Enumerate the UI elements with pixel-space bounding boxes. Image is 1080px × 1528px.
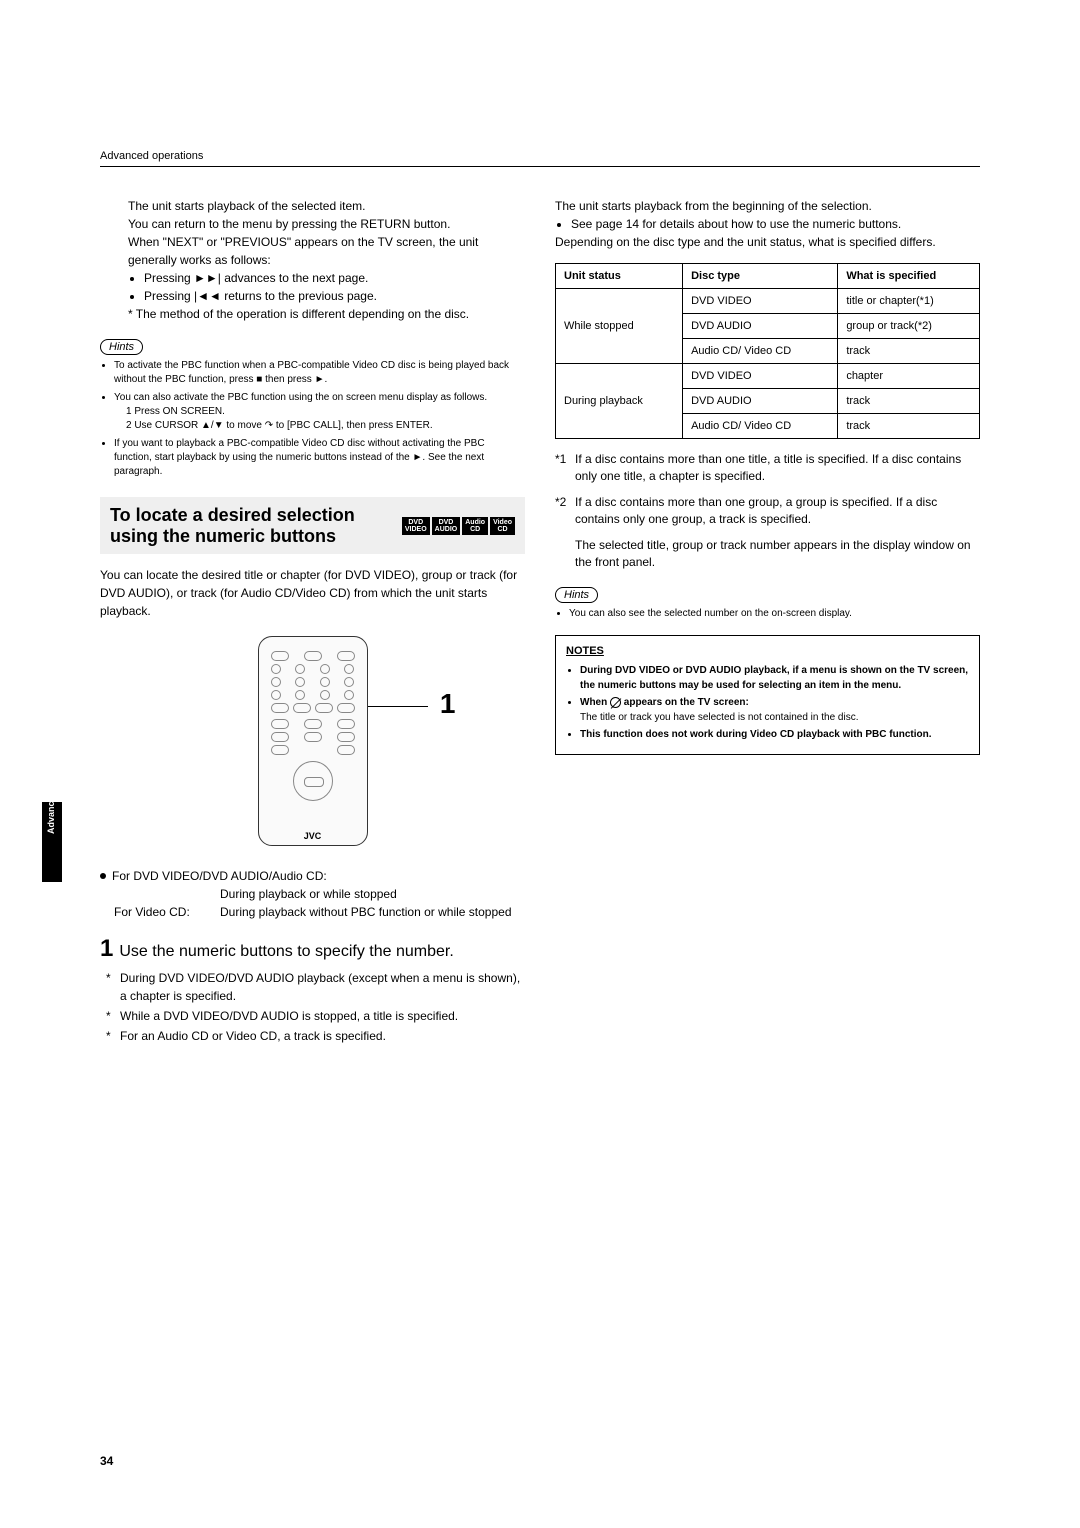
intro-note: * The method of the operation is differe… xyxy=(128,305,525,323)
intro-bullet: Pressing ►►| advances to the next page. xyxy=(144,269,525,287)
note-bold: During DVD VIDEO or DVD AUDIO playback, … xyxy=(580,665,968,691)
dvd-audio-icon: DVDAUDIO xyxy=(432,517,461,535)
for-value: During playback without PBC function or … xyxy=(220,903,512,921)
page-number: 34 xyxy=(100,1454,113,1468)
footnotes: *1 If a disc contains more than one title… xyxy=(555,451,980,571)
footnote-text: The selected title, group or track numbe… xyxy=(575,538,971,569)
remote-device xyxy=(258,636,368,846)
step-detail: During DVD VIDEO/DVD AUDIO playback (exc… xyxy=(120,969,525,1005)
for-section: For DVD VIDEO/DVD AUDIO/Audio CD: During… xyxy=(100,867,525,921)
section-body: You can locate the desired title or chap… xyxy=(100,566,525,620)
remote-buttons xyxy=(271,651,355,807)
table-cell: While stopped xyxy=(556,289,683,364)
table-header: Disc type xyxy=(683,264,838,289)
table-cell: track xyxy=(838,389,980,414)
step-detail: While a DVD VIDEO/DVD AUDIO is stopped, … xyxy=(120,1007,525,1025)
remote-illustration: 1 xyxy=(100,636,525,851)
dvd-video-icon: DVDVIDEO xyxy=(402,517,430,535)
footnote-marker: *1 xyxy=(555,451,566,468)
note-bold: This function does not work during Video… xyxy=(580,729,932,740)
bullet-icon xyxy=(100,873,106,879)
table-cell: DVD AUDIO xyxy=(683,389,838,414)
intro-line: When "NEXT" or "PREVIOUS" appears on the… xyxy=(128,233,525,269)
intro-line: You can return to the menu by pressing t… xyxy=(128,215,525,233)
hints-label: Hints xyxy=(555,587,598,603)
table-header-row: Unit status Disc type What is specified xyxy=(556,264,980,289)
table-cell: track xyxy=(838,414,980,439)
footnote-text: If a disc contains more than one title, … xyxy=(575,452,961,483)
right-intro: The unit starts playback from the beginn… xyxy=(555,197,980,251)
table-cell: chapter xyxy=(838,364,980,389)
note-item: During DVD VIDEO or DVD AUDIO playback, … xyxy=(580,664,969,693)
table-cell: group or track(*2) xyxy=(838,314,980,339)
right-intro-text: Depending on the disc type and the unit … xyxy=(555,233,980,251)
note-item: When appears on the TV screen: The title… xyxy=(580,696,969,725)
table-header: What is specified xyxy=(838,264,980,289)
page-header: Advanced operations xyxy=(100,150,980,167)
note-bold: When xyxy=(580,697,610,708)
table-cell: Audio CD/ Video CD xyxy=(683,414,838,439)
intro-line: The unit starts playback of the selected… xyxy=(128,197,525,215)
callout-number: 1 xyxy=(440,688,456,720)
hint-item: To activate the PBC function when a PBC-… xyxy=(114,359,525,387)
spec-table: Unit status Disc type What is specified … xyxy=(555,263,980,439)
for-label: For DVD VIDEO/DVD AUDIO/Audio CD: xyxy=(112,869,327,883)
step-text: Use the numeric buttons to specify the n… xyxy=(119,943,453,960)
notes-title: NOTES xyxy=(566,644,969,660)
hint-item: If you want to playback a PBC-compatible… xyxy=(114,437,525,479)
step-heading: 1 Use the numeric buttons to specify the … xyxy=(100,935,525,963)
step-detail: For an Audio CD or Video CD, a track is … xyxy=(120,1027,525,1045)
table-cell: DVD VIDEO xyxy=(683,289,838,314)
format-icons: DVDVIDEO DVDAUDIO AudioCD VideoCD xyxy=(402,517,515,535)
table-cell: title or chapter(*1) xyxy=(838,289,980,314)
notes-box: NOTES During DVD VIDEO or DVD AUDIO play… xyxy=(555,635,980,754)
table-cell: During playback xyxy=(556,364,683,439)
table-row: While stopped DVD VIDEO title or chapter… xyxy=(556,289,980,314)
footnote-text: If a disc contains more than one group, … xyxy=(575,495,937,526)
intro-bullet: Pressing |◄◄ returns to the previous pag… xyxy=(144,287,525,305)
intro-paragraph: The unit starts playback of the selected… xyxy=(100,197,525,323)
hint-item: You can also activate the PBC function u… xyxy=(114,391,525,433)
for-value: During playback or while stopped xyxy=(220,885,397,903)
hint-sub: 1 Press ON SCREEN. xyxy=(126,405,525,419)
callout-line xyxy=(368,706,428,707)
hint-sub: 2 Use CURSOR ▲/▼ to move ↷ to [PBC CALL]… xyxy=(126,419,525,433)
side-tab: Advanced operations xyxy=(42,802,62,882)
left-column: Advanced operations The unit starts play… xyxy=(100,197,525,1047)
note-bold-after: appears on the TV screen: xyxy=(621,697,749,708)
video-cd-icon: VideoCD xyxy=(490,517,515,535)
right-intro-bullet: See page 14 for details about how to use… xyxy=(571,215,980,233)
note-sub: The title or track you have selected is … xyxy=(580,711,969,726)
audio-cd-icon: AudioCD xyxy=(462,517,488,535)
table-cell: DVD VIDEO xyxy=(683,364,838,389)
section-title-bar: To locate a desired selection using the … xyxy=(100,497,525,554)
table-row: During playback DVD VIDEO chapter xyxy=(556,364,980,389)
table-cell: track xyxy=(838,339,980,364)
hints-section-right: Hints You can also see the selected numb… xyxy=(555,585,980,621)
hints-label: Hints xyxy=(100,339,143,355)
hint-item: You can also see the selected number on … xyxy=(569,607,980,621)
content-columns: Advanced operations The unit starts play… xyxy=(100,197,980,1047)
side-tab-label: Advanced operations xyxy=(38,816,56,836)
footnote-marker: *2 xyxy=(555,494,566,511)
section-title: To locate a desired selection using the … xyxy=(110,505,402,546)
note-item: This function does not work during Video… xyxy=(580,728,969,743)
for-label: For Video CD: xyxy=(100,903,220,921)
table-cell: DVD AUDIO xyxy=(683,314,838,339)
table-cell: Audio CD/ Video CD xyxy=(683,339,838,364)
step-detail-list: During DVD VIDEO/DVD AUDIO playback (exc… xyxy=(100,969,525,1045)
prohibit-icon xyxy=(610,697,621,708)
hints-section: Hints To activate the PBC function when … xyxy=(100,337,525,479)
right-intro-text: The unit starts playback from the beginn… xyxy=(555,197,980,215)
hint-text: You can also activate the PBC function u… xyxy=(114,392,487,403)
step-number: 1 xyxy=(100,935,113,962)
table-header: Unit status xyxy=(556,264,683,289)
right-column: The unit starts playback from the beginn… xyxy=(555,197,980,1047)
hints-list: To activate the PBC function when a PBC-… xyxy=(100,359,525,479)
